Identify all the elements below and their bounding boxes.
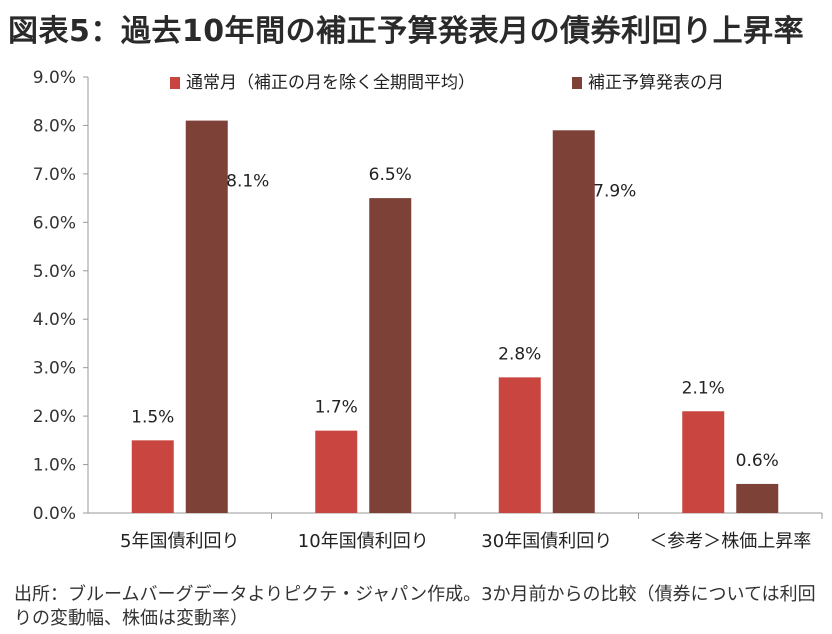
data-label: 0.6%	[736, 451, 779, 471]
legend-label: 補正予算発表の月	[588, 73, 724, 93]
bar-budget-month	[185, 120, 228, 513]
chart-title: 図表5：過去10年間の補正予算発表月の債券利回り上昇率	[8, 14, 805, 49]
x-category-label: 10年国債利回り	[298, 531, 429, 552]
bar-budget-month	[736, 483, 779, 513]
data-label: 1.5%	[131, 407, 174, 427]
bar-budget-month	[552, 130, 595, 514]
x-category-label: 30年国債利回り	[481, 531, 612, 552]
x-category-label: 5年国債利回り	[120, 531, 239, 552]
y-tick-label: 6.0%	[33, 213, 76, 233]
legend-swatch	[170, 77, 180, 89]
legend-label: 通常月（補正の月を除く全期間平均）	[186, 73, 475, 93]
data-label: 6.5%	[369, 165, 412, 185]
bar-chart: 0.0% 1.0% 2.0% 3.0% 4.0% 5.0% 6.0% 7.0% 8.0% 9.0%…	[33, 68, 823, 552]
data-label: 8.1%	[226, 172, 269, 192]
bar-normal-month	[315, 430, 358, 513]
bar-budget-month	[369, 198, 412, 513]
y-tick-label: 5.0%	[33, 262, 76, 282]
y-tick-label: 1.0%	[33, 456, 76, 476]
data-label: 7.9%	[593, 181, 636, 201]
bar-normal-month	[131, 440, 174, 513]
legend-swatch	[572, 77, 582, 89]
x-category-label: ＜参考＞株価上昇率	[649, 531, 811, 552]
data-label: 1.7%	[315, 398, 358, 418]
data-label: 2.1%	[682, 378, 725, 398]
bar-normal-month	[682, 411, 725, 513]
y-tick-label: 9.0%	[33, 68, 76, 88]
y-tick-label: 2.0%	[33, 407, 76, 427]
y-tick-label: 3.0%	[33, 359, 76, 379]
bar-normal-month	[498, 377, 541, 513]
y-tick-label: 8.0%	[33, 116, 76, 136]
y-tick-label: 0.0%	[33, 504, 76, 524]
y-tick-label: 4.0%	[33, 310, 76, 330]
y-tick-label: 7.0%	[33, 165, 76, 185]
source-note: 出所：ブルームバーグデータよりピクテ・ジャパン作成。3か月前からの比較（債券につ…	[14, 584, 816, 629]
data-label: 2.8%	[498, 344, 541, 364]
